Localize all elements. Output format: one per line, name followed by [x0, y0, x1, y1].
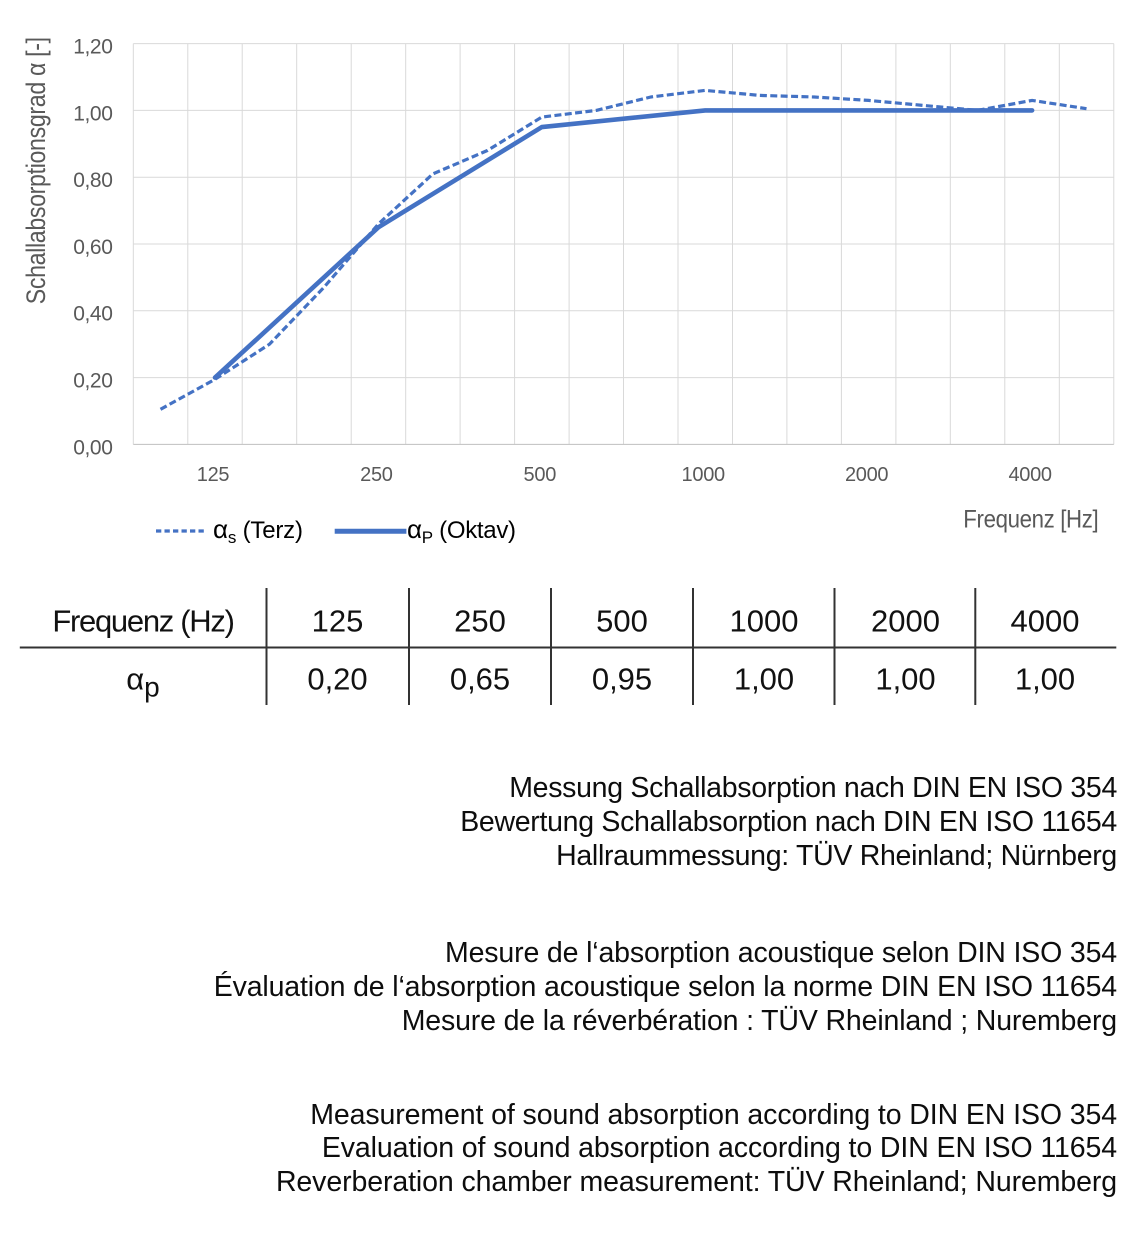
svg-text:4000: 4000 — [1011, 603, 1080, 638]
svg-text:2000: 2000 — [845, 464, 888, 486]
svg-text:125: 125 — [312, 603, 364, 638]
svg-text:0,95: 0,95 — [592, 661, 652, 696]
svg-text:1,20: 1,20 — [73, 36, 112, 59]
svg-text:1,00: 1,00 — [875, 661, 935, 696]
svg-text:0,20: 0,20 — [73, 370, 112, 393]
svg-text:αs (Terz): αs (Terz) — [213, 514, 303, 547]
svg-text:Frequenz [Hz]: Frequenz [Hz] — [963, 505, 1098, 533]
svg-text:0,00: 0,00 — [73, 436, 112, 459]
svg-text:250: 250 — [454, 603, 506, 638]
svg-text:500: 500 — [524, 464, 557, 486]
svg-text:1000: 1000 — [730, 603, 799, 638]
svg-text:2000: 2000 — [871, 603, 940, 638]
svg-text:0,65: 0,65 — [450, 661, 510, 696]
svg-text:250: 250 — [360, 464, 393, 486]
svg-text:1,00: 1,00 — [1015, 661, 1075, 696]
svg-text:αp: αp — [126, 661, 160, 702]
svg-text:0,20: 0,20 — [307, 661, 367, 696]
svg-text:125: 125 — [197, 464, 230, 486]
svg-text:Frequenz (Hz): Frequenz (Hz) — [52, 603, 233, 638]
svg-text:4000: 4000 — [1008, 464, 1051, 486]
svg-text:0,80: 0,80 — [73, 169, 112, 192]
svg-text:1000: 1000 — [682, 464, 725, 486]
svg-text:Schallabsorptionsgrad α [-]: Schallabsorptionsgrad α [-] — [21, 37, 51, 304]
svg-text:0,60: 0,60 — [73, 236, 112, 259]
svg-text:0,40: 0,40 — [73, 303, 112, 326]
svg-text:αP (Oktav): αP (Oktav) — [407, 514, 516, 547]
svg-text:1,00: 1,00 — [73, 102, 112, 125]
svg-text:1,00: 1,00 — [734, 661, 794, 696]
svg-text:500: 500 — [596, 603, 648, 638]
